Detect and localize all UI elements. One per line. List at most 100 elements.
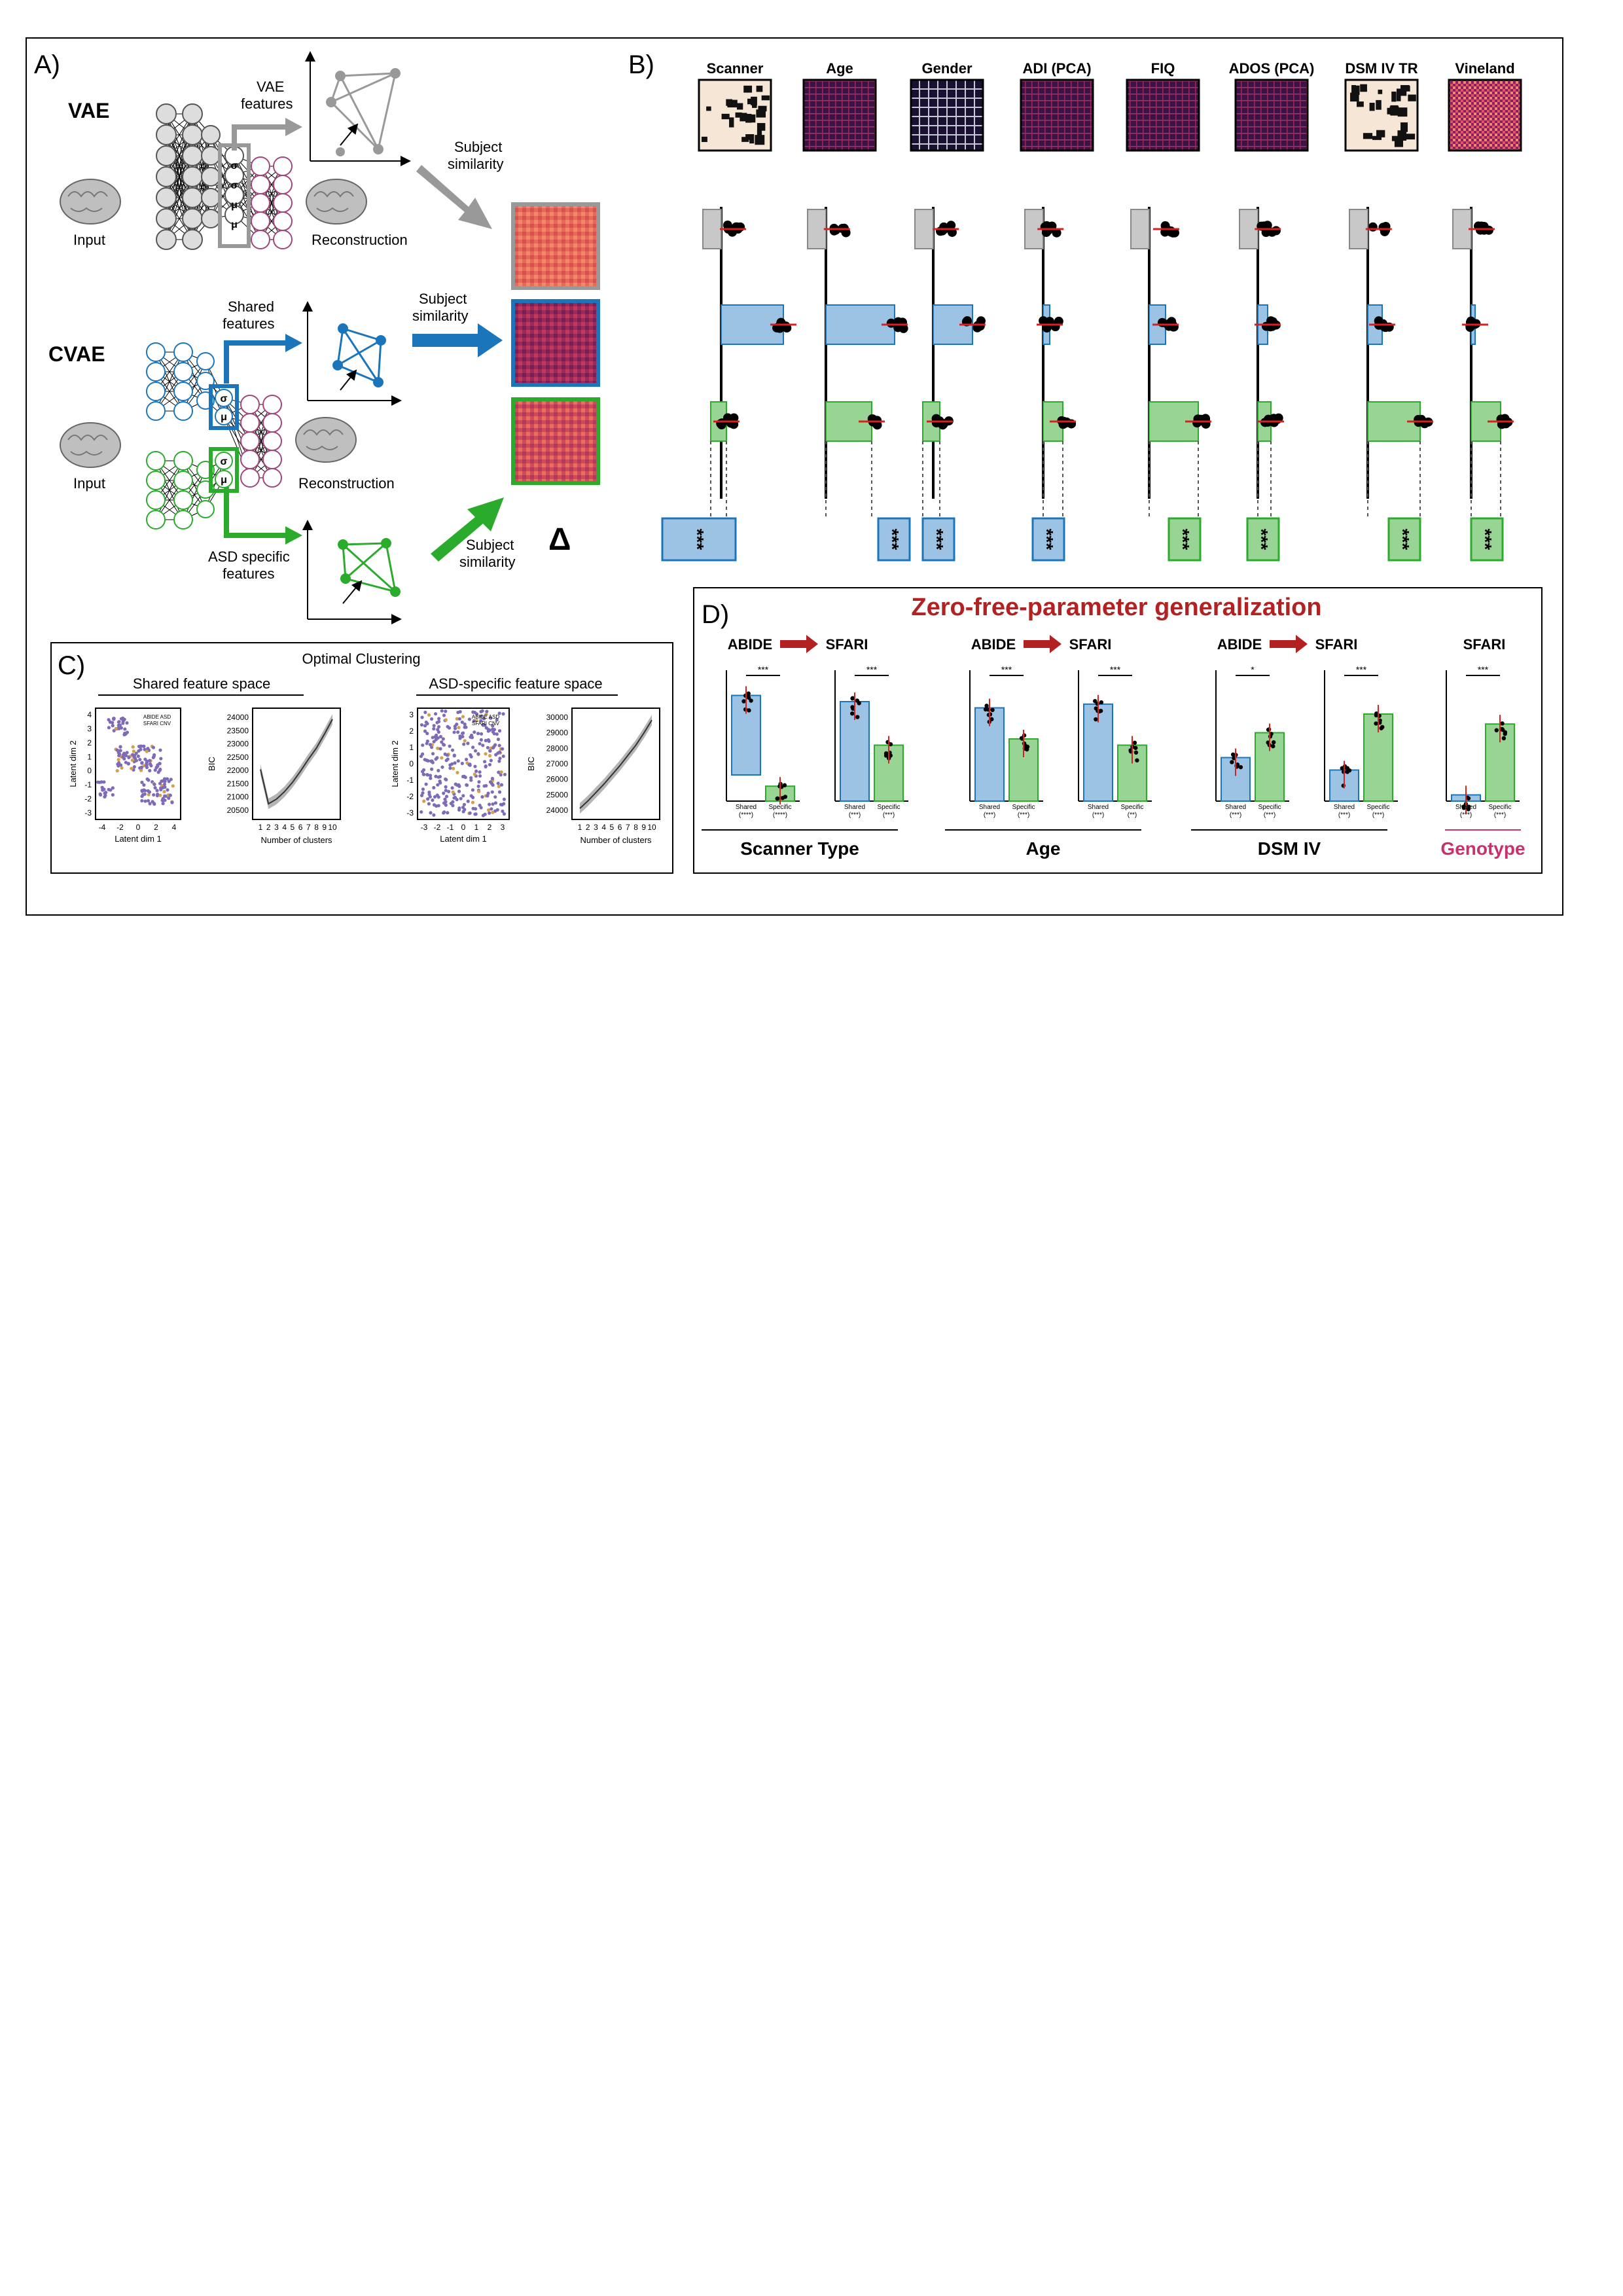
scatter-point: [479, 709, 483, 713]
rdm-block: [740, 113, 747, 122]
scatter-point: [117, 726, 121, 730]
scatter-point: [116, 723, 120, 727]
sig-stars: ***: [1478, 664, 1489, 675]
network-node: [173, 471, 193, 490]
scatter-point: [99, 780, 103, 784]
scatter-point: [491, 802, 495, 806]
tick-label: 30000: [546, 713, 569, 722]
scatter-point: [491, 730, 495, 734]
scatter-point: [481, 723, 485, 727]
network-node: [273, 230, 293, 249]
bar-label: Specific: [1488, 804, 1511, 811]
network-node: [262, 450, 282, 469]
asd-feature-axes: [302, 520, 402, 624]
scatter-point: [452, 730, 456, 734]
scatter-point: [501, 754, 505, 759]
scatter-point: [442, 811, 446, 815]
network-node: [251, 211, 270, 231]
scatter-point: [497, 759, 501, 763]
scatter-point: [140, 798, 144, 803]
tick-label: 3: [501, 823, 505, 832]
scatter-point: [130, 766, 134, 770]
group-name: Age: [1026, 838, 1061, 859]
scatter-point: [497, 790, 502, 794]
scatter-point: [503, 772, 507, 776]
significance-stars: ***: [687, 529, 707, 550]
scatter-point: [446, 725, 450, 728]
bar-sig: (****): [739, 812, 753, 819]
scatter-point: [162, 789, 166, 794]
bar-point: [1135, 758, 1139, 762]
scatter-point: [152, 793, 156, 797]
network-node: [173, 510, 193, 529]
panel-d: D) Zero-free-parameter generalization AB…: [693, 587, 1543, 874]
rsa-point: [1050, 322, 1060, 332]
tick-label: 24000: [227, 713, 249, 722]
scatter-point: [142, 744, 146, 748]
scatter-point: [442, 713, 446, 717]
scatter-point: [421, 791, 425, 795]
scatter-point: [423, 724, 427, 728]
rdm-block: [1408, 94, 1416, 101]
scatter-point: [162, 782, 167, 786]
bar-point: [1466, 807, 1471, 812]
scatter-point: [132, 749, 135, 753]
tick-label: 2: [586, 823, 590, 832]
scatter-point: [425, 797, 430, 801]
tick-label: -2: [434, 823, 441, 832]
scatter-point: [490, 807, 493, 811]
scatter-point: [495, 718, 499, 722]
network-node: [173, 342, 193, 362]
scatter-point: [440, 765, 444, 769]
tick-label: 3: [409, 710, 414, 719]
bar-point: [1374, 711, 1379, 716]
scatter-point: [433, 735, 437, 739]
abide-to-sfari-arrow: [1024, 635, 1061, 653]
tick-label: 21000: [227, 793, 249, 802]
scatter-point: [461, 734, 465, 739]
network-node: [262, 395, 282, 414]
network-node: [224, 205, 244, 224]
scatter-point: [501, 747, 505, 751]
scatter-point: [147, 793, 151, 797]
rdm-block: [761, 95, 770, 101]
network-node: [240, 395, 260, 414]
bic-curve: [260, 719, 333, 805]
vae-title: VAE: [68, 99, 109, 122]
scatter-point: [446, 811, 450, 815]
network-node: [240, 413, 260, 433]
scatter-point: [124, 761, 128, 764]
rsa-columns: Scanner *** Age *** Gender *** ADI (PCA) *** FIQ…: [661, 60, 1522, 562]
bar-point: [1500, 721, 1505, 726]
scatter-point: [478, 803, 482, 808]
rdm-block: [1387, 107, 1395, 115]
scatter-point: [140, 761, 144, 764]
scatter-point: [484, 738, 488, 743]
scatter-point: [471, 800, 475, 804]
scatter-point: [438, 780, 442, 783]
network-node: [196, 500, 215, 518]
network-edge: [210, 155, 235, 215]
scatter-point: [131, 745, 135, 749]
scatter-point: [487, 739, 491, 744]
rdm-block: [1376, 99, 1382, 110]
panel-a-label: A): [34, 50, 60, 79]
bar-sig: (**): [1128, 812, 1137, 819]
bar-sig: (****): [773, 812, 787, 819]
network-node: [251, 156, 270, 176]
bar-label: Specific: [1366, 804, 1389, 811]
scatter-point: [137, 749, 141, 753]
scatter-point: [497, 770, 501, 774]
scatter-point: [497, 711, 501, 715]
tick-label: 7: [626, 823, 630, 832]
rsa-bar: [1452, 209, 1472, 249]
tick-label: -1: [84, 780, 92, 789]
scatter-point: [131, 753, 135, 757]
bar-sig: (***): [849, 812, 861, 819]
bar-point: [850, 696, 855, 700]
shared-feature-axes: [302, 301, 402, 406]
legend-entry: ABIDE ASD: [472, 714, 499, 720]
rdm-block: [1397, 107, 1408, 117]
scatter-point: [167, 796, 171, 800]
bar-point: [1380, 725, 1385, 730]
